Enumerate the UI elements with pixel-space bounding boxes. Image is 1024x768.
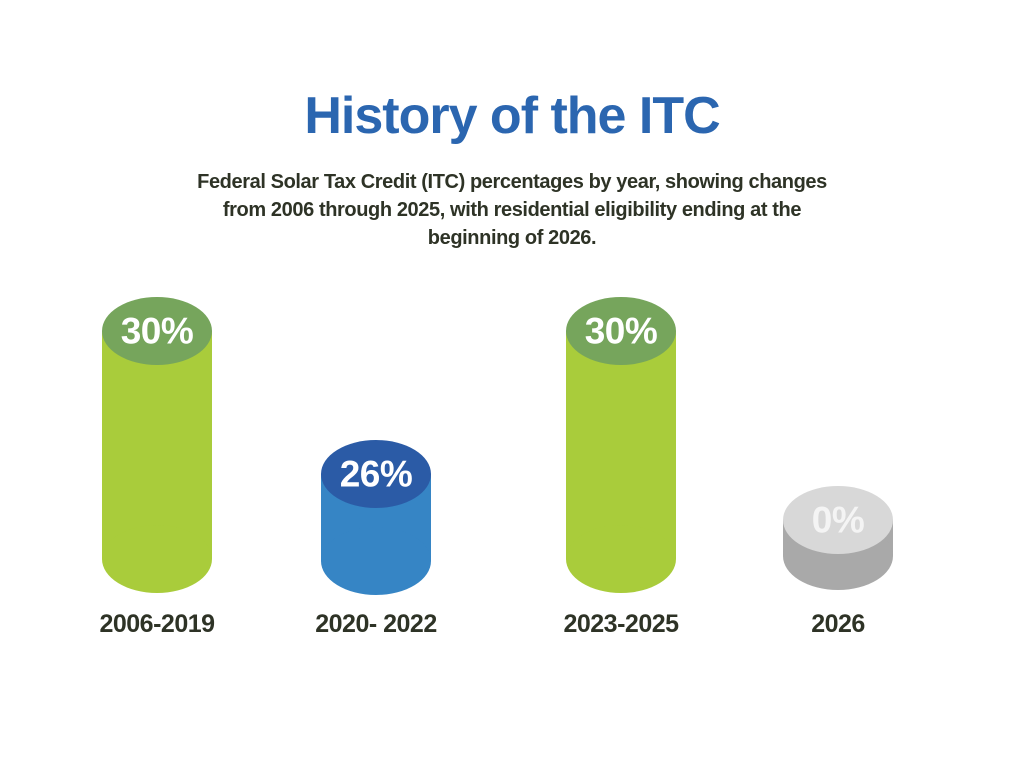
cylinder-bottom-face bbox=[102, 525, 212, 593]
bar-category-label-2006-2019: 2006-2019 bbox=[99, 610, 215, 638]
chart-subtitle: Federal Solar Tax Credit (ITC) percentag… bbox=[0, 168, 1024, 252]
cylinder-body bbox=[102, 331, 212, 559]
cylinder-graphic: 0% bbox=[783, 486, 893, 590]
subtitle-line-2: from 2006 through 2025, with residential… bbox=[222, 199, 802, 221]
subtitle-line-1: Federal Solar Tax Credit (ITC) percentag… bbox=[197, 171, 827, 193]
cylinder-graphic: 26% bbox=[321, 440, 431, 595]
cylinder-body bbox=[566, 331, 676, 559]
cylinder-bottom-face bbox=[321, 527, 431, 595]
cylinder-top-face bbox=[102, 297, 212, 365]
page-title: History of the ITC bbox=[304, 87, 720, 145]
bar-value-label: 26% bbox=[340, 454, 413, 495]
cylinder-graphic: 30% bbox=[102, 297, 212, 593]
cylinder-top-face bbox=[321, 440, 431, 508]
bar-value-label: 30% bbox=[121, 311, 194, 352]
bar-category-label-2023-2025: 2023-2025 bbox=[563, 610, 679, 638]
cylinder-top-face bbox=[783, 486, 893, 554]
subtitle-line-3: beginning of 2026. bbox=[427, 227, 597, 249]
bar-value-label: 0% bbox=[812, 500, 864, 541]
bar-category-label-2020-2022: 2020- 2022 bbox=[315, 610, 437, 638]
cylinder-bottom-face bbox=[566, 525, 676, 593]
bar-2006-2019: 30% bbox=[102, 297, 212, 598]
cylinder-top-face bbox=[566, 297, 676, 365]
bar-value-label: 30% bbox=[585, 311, 658, 352]
bar-2020-2022: 26% bbox=[321, 440, 431, 600]
bar-category-label-2026: 2026 bbox=[811, 610, 865, 638]
bar-2023-2025: 30% bbox=[566, 297, 676, 598]
bar-2026: 0% bbox=[783, 486, 893, 595]
cylinder-graphic: 30% bbox=[566, 297, 676, 593]
